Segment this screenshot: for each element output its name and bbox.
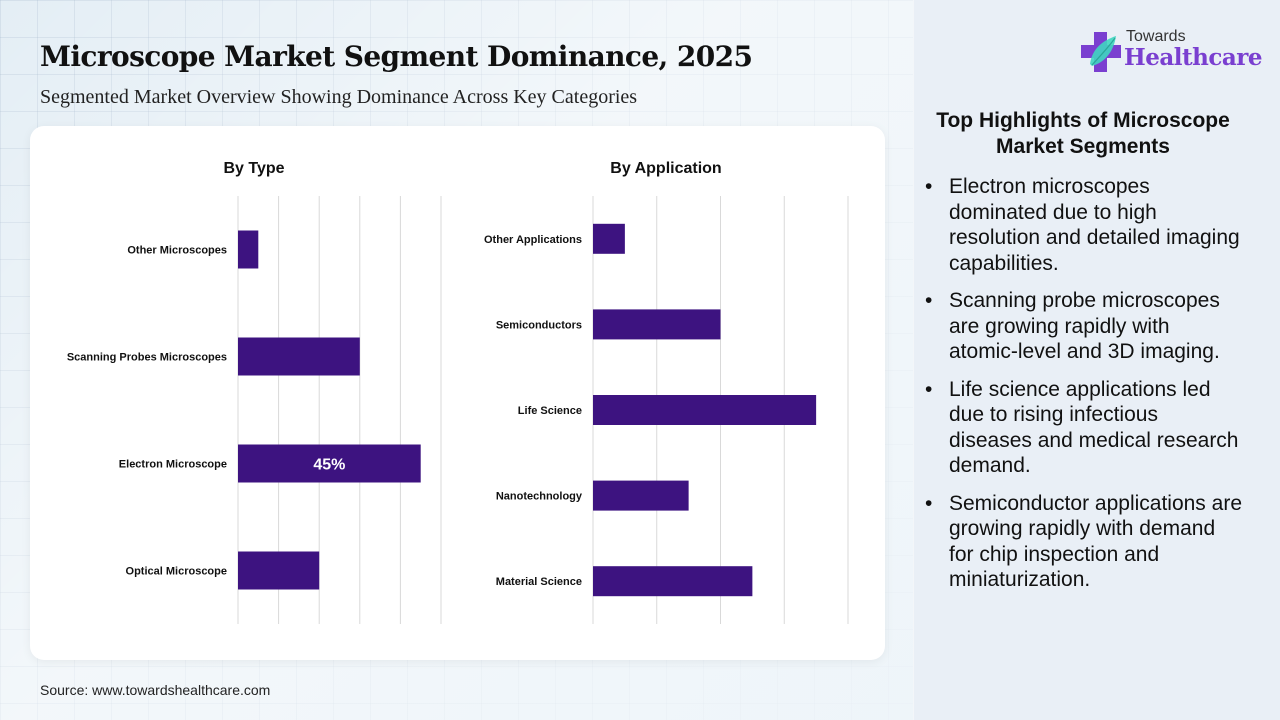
chart-card: By Type By Application Other Microscopes… — [30, 126, 885, 660]
chart-title-by-type: By Type — [223, 160, 285, 177]
bar-semiconductors — [593, 309, 721, 340]
category-label: Optical Microscope — [126, 566, 227, 578]
category-label: Other Microscopes — [127, 245, 227, 257]
highlight-item: • Life science applications led due to ri… — [923, 377, 1243, 479]
highlights-panel — [913, 0, 1280, 720]
logo-text-healthcare: Healthcare — [1124, 44, 1263, 71]
bar-scanning-probes-microscopes — [238, 337, 360, 376]
page-subtitle: Segmented Market Overview Showing Domina… — [40, 86, 638, 108]
bullet-icon: • — [925, 491, 933, 515]
bullet-icon: • — [925, 377, 933, 401]
bar-other-applications — [593, 223, 625, 254]
highlights-title: Top Highlights of Microscope Market Segm… — [936, 109, 1230, 158]
highlight-item: • Electron microscopes dominated due to h… — [923, 174, 1243, 276]
highlight-text: Scanning probe microscopes are growing r… — [949, 289, 1220, 363]
bar-other-microscopes — [238, 230, 259, 269]
highlights-list: • Electron microscopes dominated due to h… — [923, 174, 1243, 605]
bullet-icon: • — [925, 175, 933, 198]
highlight-item: • Semiconductor applications are growing … — [923, 491, 1243, 593]
data-label: 45% — [313, 457, 345, 474]
highlight-text: Electron microscopes dominated due to hi… — [949, 175, 1240, 275]
brand-logo: Towards Healthcare — [1080, 28, 1263, 78]
bar-material-science — [593, 566, 753, 597]
highlight-item: • Scanning probe microscopes are growing … — [923, 288, 1243, 365]
category-label: Nanotechnology — [496, 491, 583, 503]
bar-optical-microscope — [238, 551, 320, 590]
bar-charts: Other Microscopes Scanning Probes Microsc… — [67, 196, 849, 624]
chart-title-by-application: By Application — [610, 160, 722, 177]
category-label: Semiconductors — [496, 319, 582, 331]
category-label: Life Science — [518, 405, 582, 417]
category-label: Scanning Probes Microscopes — [67, 352, 227, 364]
category-label: Electron Microscope — [119, 459, 227, 471]
bullet-icon: • — [925, 289, 933, 312]
medical-cross-leaf-icon — [1081, 32, 1121, 72]
highlight-text: Life science applications led due to ris… — [949, 377, 1239, 478]
bar-nanotechnology — [593, 480, 689, 511]
bar-electron-microscope — [238, 444, 421, 483]
highlight-text: Semiconductor applications are growing r… — [949, 491, 1242, 592]
source-note: Source: www.towardshealthcare.com — [40, 682, 271, 698]
logo-text-towards: Towards — [1126, 28, 1186, 45]
page-title: Microscope Market Segment Dominance, 202… — [40, 40, 753, 73]
bar-life-science — [593, 395, 817, 425]
category-label: Other Applications — [484, 234, 582, 246]
category-label: Material Science — [496, 576, 582, 588]
